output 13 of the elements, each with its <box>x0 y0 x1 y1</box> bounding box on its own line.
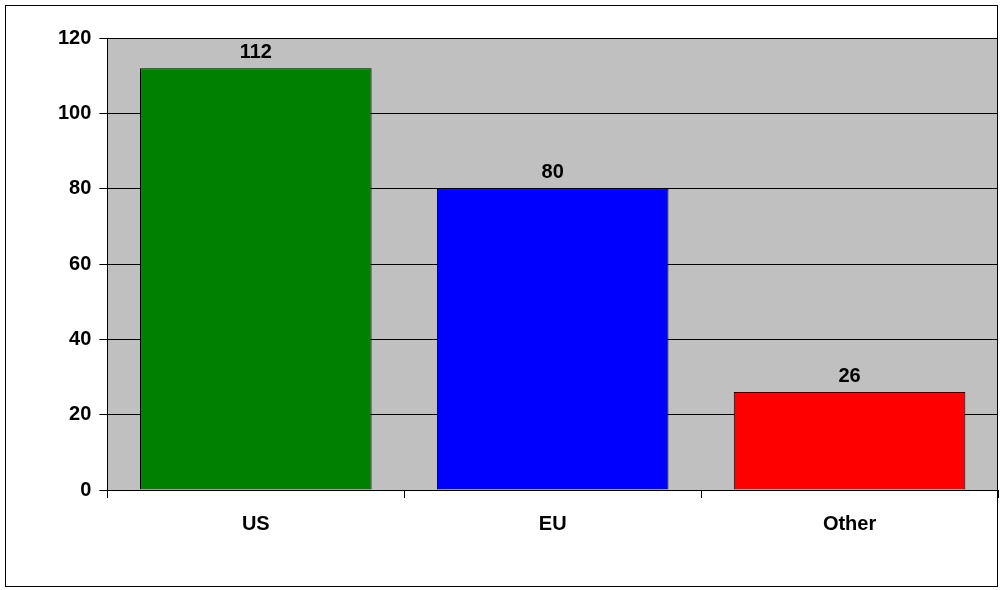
y-tick-label: 0 <box>80 477 92 500</box>
data-label: 112 <box>239 39 272 62</box>
data-label: 26 <box>838 363 861 386</box>
x-tick-label: Other <box>822 511 877 534</box>
y-tick-label: 60 <box>69 251 92 274</box>
y-tick-label: 100 <box>57 100 92 123</box>
y-tick-label: 120 <box>57 25 92 48</box>
y-tick-label: 20 <box>69 402 92 425</box>
x-tick-label: EU <box>538 511 567 534</box>
data-label: 80 <box>541 160 564 183</box>
y-tick-label: 80 <box>69 176 92 199</box>
y-tick-label: 40 <box>69 326 92 349</box>
x-tick-label: US <box>241 511 270 534</box>
